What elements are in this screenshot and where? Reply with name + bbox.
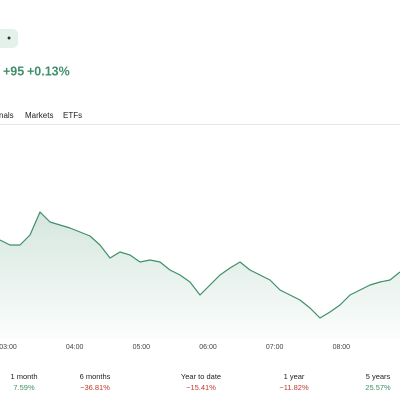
period-return: 25.57% — [365, 383, 391, 392]
tab[interactable]: Markets — [25, 111, 53, 120]
period-label: 1 month — [10, 372, 37, 381]
badge-text: • — [7, 32, 11, 44]
period-label: 5 years — [366, 372, 391, 381]
x-tick-label: 07:00 — [266, 344, 284, 351]
period-label: Year to date — [181, 372, 221, 381]
change: +95 — [3, 64, 24, 78]
x-tick-label: 04:00 — [66, 344, 84, 351]
period-return: −11.82% — [279, 383, 309, 392]
x-tick-label: 05:00 — [133, 344, 151, 351]
badge[interactable] — [0, 29, 18, 48]
x-tick-label: 03:00 — [0, 344, 17, 351]
period-label: 1 year — [284, 372, 305, 381]
change-percent: +0.13% — [27, 64, 70, 78]
chart: 03:00 04:00 05:00 06:00 07:00 08:00 — [0, 211, 400, 351]
price-line — [0, 211, 400, 319]
period-label: 6 months — [80, 372, 111, 381]
period-return: −15.41% — [186, 383, 216, 392]
period-return: 7.59% — [13, 383, 35, 392]
area — [0, 212, 400, 338]
tab[interactable]: ETFs — [63, 111, 82, 120]
period-return: −36.81% — [80, 383, 110, 392]
x-tick-label: 08:00 — [333, 344, 351, 351]
performance: 1 month 7.59% 6 months −36.81% Year to date −… — [10, 372, 391, 392]
tab[interactable]: nals — [0, 111, 14, 120]
x-tick-label: 06:00 — [199, 344, 217, 351]
